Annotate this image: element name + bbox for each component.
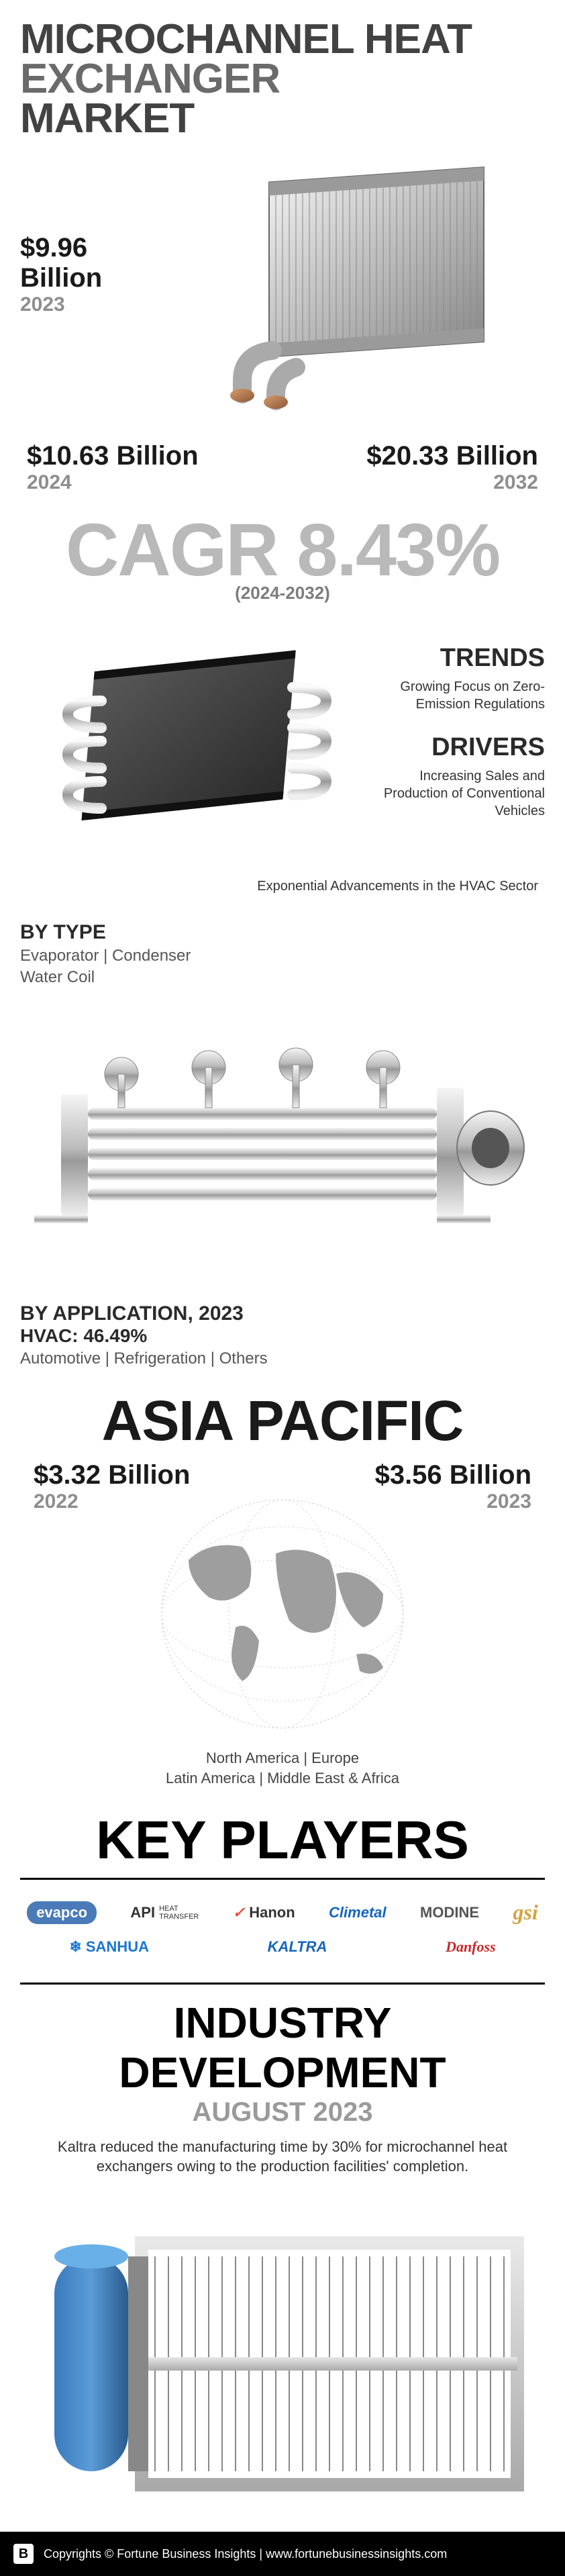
logo-hanon: ✓Hanon	[233, 1904, 295, 1921]
stat-2032-value: $20.33 Billion	[366, 441, 538, 471]
cagr-value: CAGR 8.43%	[20, 508, 545, 593]
industry-title: INDUSTRY DEVELOPMENT	[20, 1998, 545, 2097]
trends-heading: TRENDS	[370, 644, 545, 673]
by-type-section: BY TYPE Evaporator | Condenser Water Coi…	[20, 921, 545, 987]
trends-text: Growing Focus on Zero-Emission Regulatio…	[370, 678, 545, 713]
hero-row: $9.96 Billion 2023	[20, 152, 545, 421]
logo-evapco: evapco	[27, 1901, 97, 1924]
logos-grid: evapco API HEATTRANSFER ✓Hanon Climetal …	[20, 1893, 545, 1976]
stat-2023-value: $9.96	[20, 233, 87, 263]
stat-2024-year: 2024	[27, 471, 199, 494]
title-line3: MARKET	[20, 95, 194, 142]
by-app-heading: BY APPLICATION, 2023	[20, 1302, 545, 1325]
footer-logo-icon: B	[13, 2544, 34, 2564]
logo-danfoss: Danfoss	[446, 1938, 496, 1956]
globe-image	[20, 1486, 545, 1742]
logo-sanhua: ❄ SANHUA	[69, 1938, 149, 1956]
stat-row-2024-2032: $10.63 Billion 2024 $20.33 Billion 2032	[20, 441, 545, 494]
stat-2023-year: 2023	[20, 293, 154, 316]
logo-api: API HEATTRANSFER	[130, 1904, 199, 1921]
region-list-line1: North America | Europe	[20, 1748, 545, 1769]
region-list: North America | Europe Latin America | M…	[20, 1748, 545, 1790]
divider	[20, 1878, 545, 1880]
page-title: MICROCHANNEL HEAT EXCHANGER MARKET	[20, 20, 545, 139]
tube-exchanger-image	[20, 1007, 545, 1276]
logo-modine: MODINE	[420, 1904, 479, 1921]
region-title: ASIA PACIFIC	[20, 1388, 545, 1453]
by-type-options2: Water Coil	[20, 968, 545, 987]
stat-2023: $9.96 Billion 2023	[20, 152, 154, 328]
microchannel-unit-image	[20, 2196, 545, 2518]
logo-climetal: Climetal	[329, 1904, 387, 1921]
stat-2032-year: 2032	[366, 471, 538, 494]
by-app-main: HVAC: 46.49%	[20, 1325, 545, 1347]
trends-drivers-section: TRENDS Growing Focus on Zero-Emission Re…	[20, 630, 545, 886]
drivers-text: Increasing Sales and Production of Conve…	[370, 767, 545, 820]
stat-2023-unit: Billion	[20, 263, 154, 293]
divider	[20, 1983, 545, 1985]
by-application-section: BY APPLICATION, 2023 HVAC: 46.49% Automo…	[20, 1302, 545, 1368]
cooler-image	[20, 630, 350, 886]
industry-date: AUGUST 2023	[20, 2097, 545, 2128]
by-type-heading: BY TYPE	[20, 921, 545, 944]
infographic-page: MICROCHANNEL HEAT EXCHANGER MARKET $9.96…	[0, 0, 565, 2518]
stat-2024-value: $10.63 Billion	[27, 441, 199, 471]
region-list-line2: Latin America | Middle East & Africa	[20, 1768, 545, 1789]
key-players-title: KEY PLAYERS	[20, 1809, 545, 1871]
logo-kaltra: KALTRA	[268, 1938, 327, 1956]
by-type-options1: Evaporator | Condenser	[20, 947, 545, 965]
radiator-image	[168, 152, 545, 421]
drivers-heading: DRIVERS	[370, 733, 545, 762]
footer: B Copyrights © Fortune Business Insights…	[0, 2532, 565, 2576]
by-app-options: Automotive | Refrigeration | Others	[20, 1349, 545, 1368]
industry-body: Kaltra reduced the manufacturing time by…	[47, 2138, 518, 2176]
footer-text: Copyrights © Fortune Business Insights |…	[44, 2547, 447, 2561]
logo-gsi: gsi	[513, 1900, 537, 1925]
